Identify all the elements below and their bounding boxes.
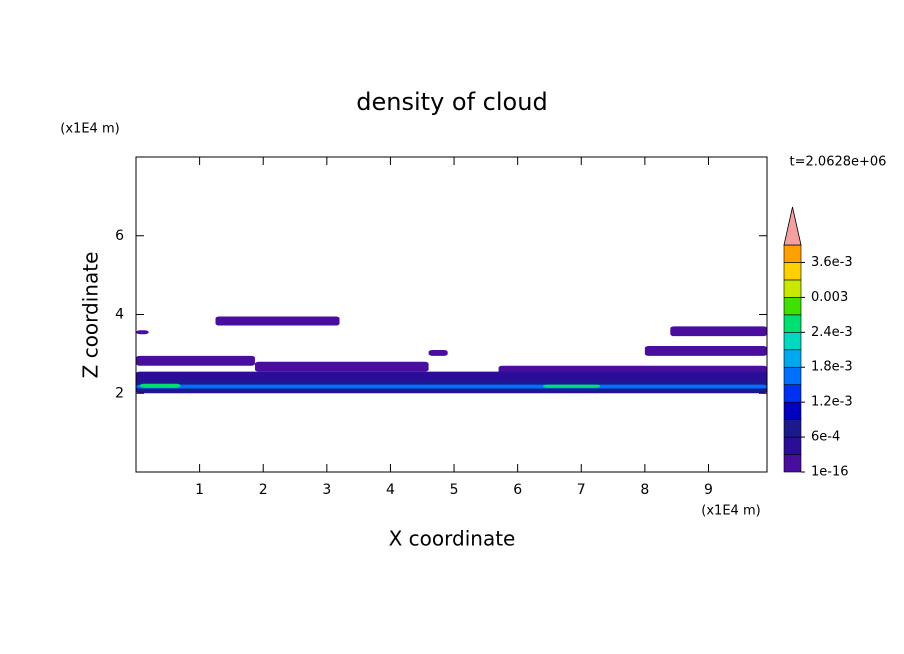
contour-region xyxy=(644,346,767,356)
y-tick-label: 6 xyxy=(115,228,124,244)
x-tick-label: 1 xyxy=(195,482,204,498)
colorbar-band xyxy=(783,401,802,420)
colorbar-band xyxy=(783,349,802,368)
contour-region xyxy=(254,361,429,372)
x-tick-label: 3 xyxy=(322,482,331,498)
colorbar-tick-label: 2.4e-3 xyxy=(811,325,853,340)
colorbar-band xyxy=(783,279,802,298)
contour-region xyxy=(136,355,255,366)
contour-region xyxy=(670,326,767,337)
contour-region xyxy=(428,349,448,356)
plot-area xyxy=(136,316,767,394)
x-tick-label: 6 xyxy=(513,482,522,498)
colorbar-band xyxy=(783,262,802,281)
colorbar-band xyxy=(783,332,802,351)
x-unit: (x1E4 m) xyxy=(701,504,760,519)
colorbar-band xyxy=(783,384,802,403)
y-tick-label: 2 xyxy=(115,385,124,401)
colorbar-band xyxy=(783,297,802,316)
x-tick-label: 8 xyxy=(640,482,649,498)
colorbar-tick-label: 1.2e-3 xyxy=(811,395,853,410)
y-axis-label: Z coordinate xyxy=(79,252,103,379)
colorbar-extend xyxy=(783,206,802,246)
contour-region xyxy=(136,384,767,389)
y-unit: (x1E4 m) xyxy=(60,122,119,137)
colorbar-tick-label: 0.003 xyxy=(811,290,848,305)
colorbar-band xyxy=(783,436,802,455)
contour-region xyxy=(136,330,149,335)
x-axis-label: X coordinate xyxy=(389,527,516,551)
colorbar-tick-label: 6e-4 xyxy=(811,430,840,445)
colorbar-band xyxy=(783,419,802,438)
contour-region xyxy=(215,316,340,326)
x-tick-label: 2 xyxy=(259,482,268,498)
colorbar-band xyxy=(783,366,802,385)
y-tick-label: 4 xyxy=(115,307,124,323)
time-label: t=2.0628e+06 xyxy=(790,155,887,170)
colorbar-band xyxy=(783,244,802,263)
colorbar-tick-label: 1.8e-3 xyxy=(811,360,853,375)
chart-title: density of cloud xyxy=(356,88,547,116)
colorbar-band xyxy=(783,454,802,473)
x-tick-label: 7 xyxy=(577,482,586,498)
x-tick-label: 4 xyxy=(386,482,395,498)
contour-region xyxy=(543,384,601,388)
colorbar-tick-label: 1e-16 xyxy=(811,465,849,480)
colorbar-band xyxy=(783,314,802,333)
x-tick-label: 9 xyxy=(704,482,713,498)
contour-region xyxy=(139,383,181,388)
plot-frame xyxy=(135,156,768,473)
x-tick-label: 5 xyxy=(450,482,459,498)
colorbar-tick-label: 3.6e-3 xyxy=(811,255,853,270)
